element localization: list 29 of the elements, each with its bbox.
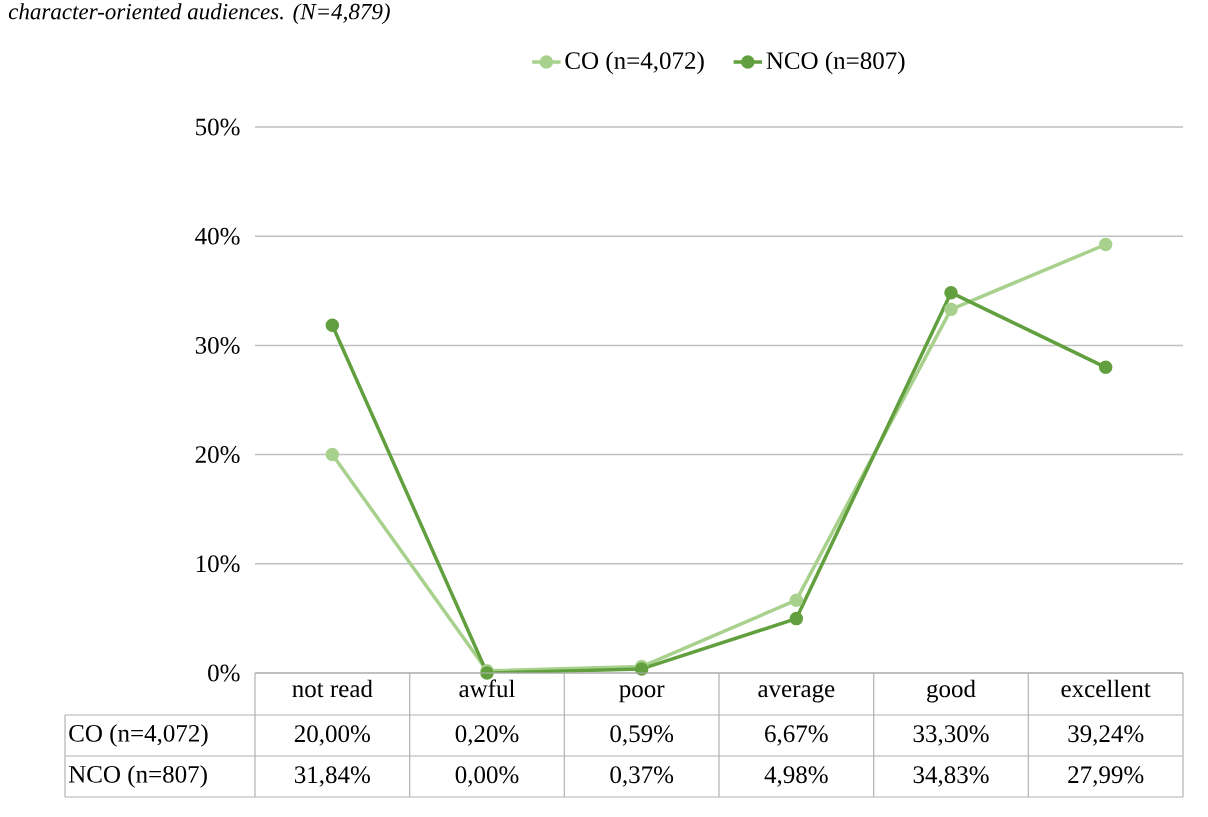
x-tick-label: good [927,679,976,703]
x-tick-label: excellent [1061,679,1151,698]
data-label: 6,67% [765,725,828,746]
data-label: 33,30% [913,725,989,746]
data-label: 0,59% [610,725,674,746]
data-label: 39,24% [1068,725,1144,746]
data-label: 31,84% [294,766,370,787]
y-tick-label: 40% [195,227,240,245]
data-label: 20,00% [294,725,370,746]
data-label: 0,37% [610,766,674,787]
data-label: 27,99% [1068,766,1144,787]
legend-label: NCO (n=807) [766,51,905,75]
data-label: 0,20% [455,725,519,746]
x-tick-label: average [758,684,835,703]
data-label: 0,00% [455,766,519,787]
y-tick-label: 20% [195,446,240,464]
data-label: 4,98% [764,766,828,787]
text: NCO (n=807) [68,765,207,788]
y-tick-label: 10% [196,555,240,573]
y-tick-label: 50% [196,118,240,136]
x-tick-label: not read [292,679,373,698]
y-tick-label: 30% [195,336,240,354]
x-tick-label: awful [459,679,515,698]
y-tick-label: 0% [208,664,240,682]
data-label: 34,83% [913,766,989,787]
legend-label: CO (n=4,072) [565,51,704,75]
x-tick-label: poor [619,685,665,703]
chart-title: character-oriented audiences. (N=4,879) [8,3,390,25]
text: CO (n=4,072) [69,724,208,747]
